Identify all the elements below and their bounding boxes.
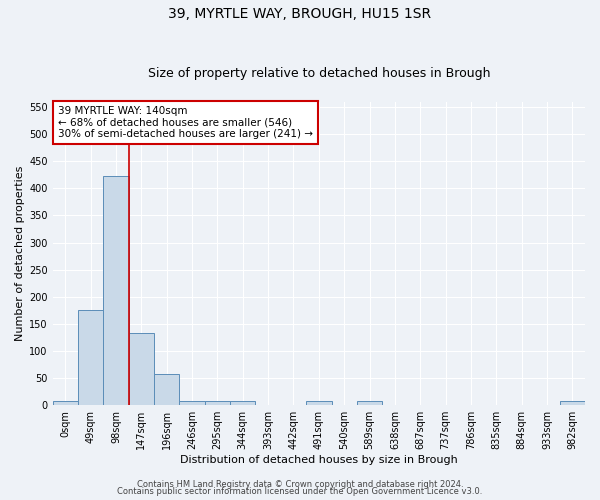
Title: Size of property relative to detached houses in Brough: Size of property relative to detached ho… xyxy=(148,66,490,80)
Bar xyxy=(53,401,78,405)
Bar xyxy=(560,402,585,405)
Text: 39, MYRTLE WAY, BROUGH, HU15 1SR: 39, MYRTLE WAY, BROUGH, HU15 1SR xyxy=(169,8,431,22)
Text: Contains HM Land Registry data © Crown copyright and database right 2024.: Contains HM Land Registry data © Crown c… xyxy=(137,480,463,489)
Bar xyxy=(357,402,382,405)
Y-axis label: Number of detached properties: Number of detached properties xyxy=(15,166,25,341)
X-axis label: Distribution of detached houses by size in Brough: Distribution of detached houses by size … xyxy=(180,455,458,465)
Bar xyxy=(129,333,154,405)
Text: Contains public sector information licensed under the Open Government Licence v3: Contains public sector information licen… xyxy=(118,487,482,496)
Bar xyxy=(179,401,205,405)
Bar xyxy=(205,402,230,405)
Bar xyxy=(306,402,332,405)
Bar xyxy=(78,310,103,405)
Bar xyxy=(103,176,129,405)
Text: 39 MYRTLE WAY: 140sqm
← 68% of detached houses are smaller (546)
30% of semi-det: 39 MYRTLE WAY: 140sqm ← 68% of detached … xyxy=(58,106,313,140)
Bar xyxy=(154,374,179,405)
Bar xyxy=(230,402,256,405)
